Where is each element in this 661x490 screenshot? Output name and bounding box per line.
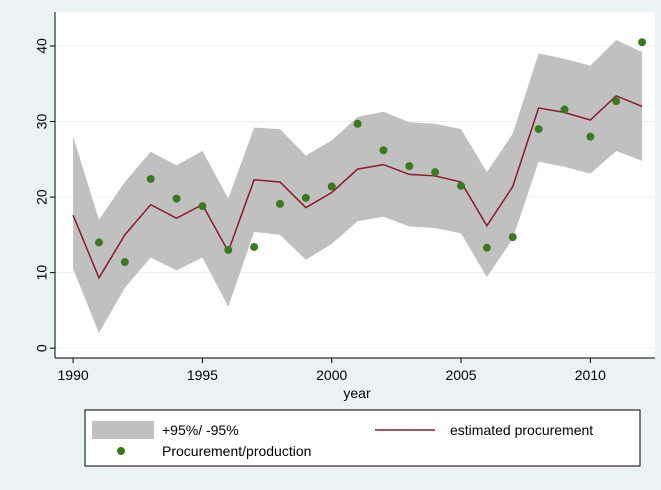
x-tick-label: 2010 (575, 367, 606, 383)
x-tick-label: 1990 (58, 367, 89, 383)
data-point (250, 242, 259, 251)
y-tick-label: 0 (34, 344, 50, 352)
data-point (612, 97, 621, 106)
data-point (534, 125, 543, 134)
data-point (560, 105, 569, 114)
plot (55, 38, 655, 349)
confidence-band (73, 39, 643, 334)
legend-swatch (117, 447, 125, 455)
y-tick-label: 20 (34, 189, 50, 205)
legend-label: +95%/ -95% (162, 422, 239, 438)
legend-label: estimated procurement (450, 422, 593, 438)
data-point (224, 245, 233, 254)
data-point (172, 194, 181, 203)
x-tick-label: 1995 (187, 367, 218, 383)
data-point (327, 182, 336, 191)
x-tick-label: 2005 (445, 367, 476, 383)
data-point (379, 146, 388, 155)
data-point (353, 119, 362, 128)
data-point (431, 168, 440, 177)
data-point (301, 193, 310, 202)
data-point (457, 181, 466, 190)
x-axis-label: year (343, 385, 371, 401)
estimate-line (72, 94, 643, 280)
data-point (508, 233, 517, 242)
data-point (638, 38, 647, 47)
legend-swatch (92, 421, 154, 439)
legend (84, 409, 641, 467)
data-point (586, 132, 595, 141)
data-point (276, 199, 284, 208)
y-tick-label: 40 (34, 38, 50, 54)
data-point (146, 174, 155, 183)
x-tick-label: 2000 (316, 367, 347, 383)
y-tick-label: 30 (34, 114, 50, 130)
y-tick-label: 10 (34, 265, 50, 281)
legend-label: Procurement/production (162, 443, 311, 459)
data-point (94, 238, 103, 247)
data-point (120, 258, 129, 267)
data-point (405, 162, 414, 171)
data-point (198, 202, 207, 211)
data-point (482, 243, 491, 252)
